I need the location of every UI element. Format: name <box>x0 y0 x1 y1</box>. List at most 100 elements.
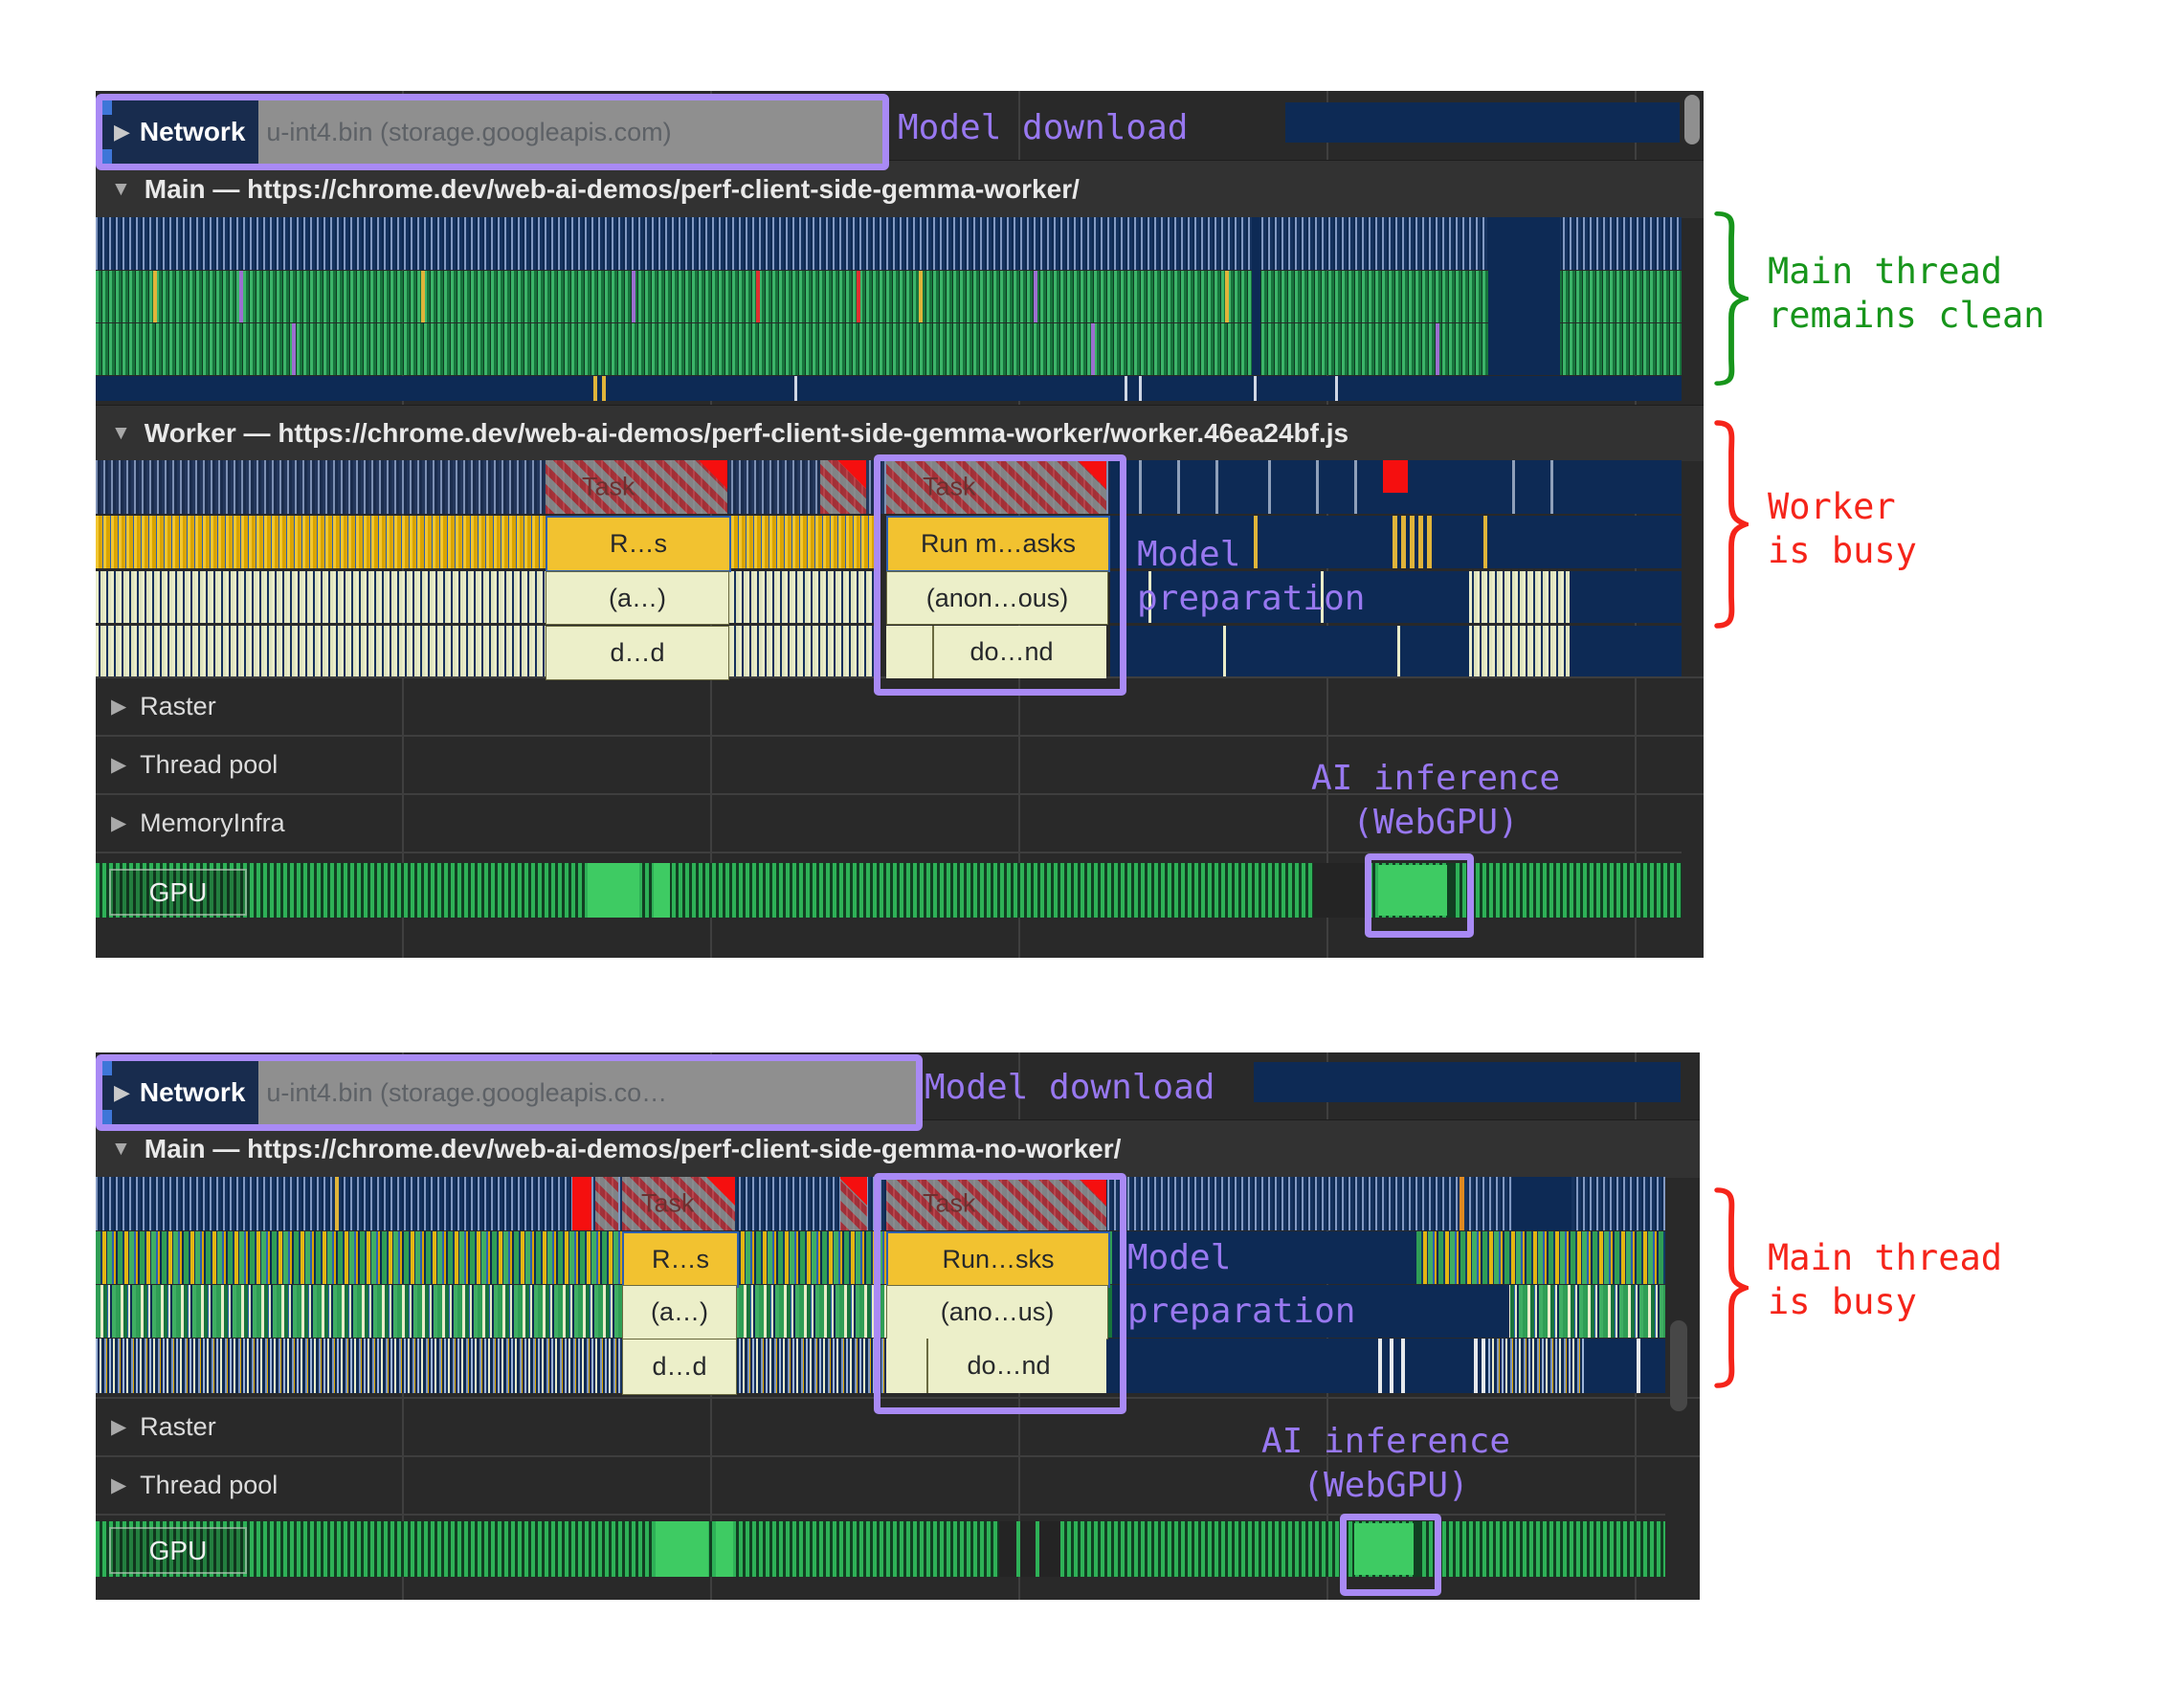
track-thread-pool[interactable]: ▶ Thread pool <box>96 1455 1700 1513</box>
task-entry[interactable]: R…s <box>622 1231 739 1288</box>
network-request-entry[interactable]: u-int4.bin (storage.googleapis.com) <box>266 117 672 146</box>
network-track-annotation-box[interactable]: ▶ Network u-int4.bin (storage.googleapis… <box>96 94 889 170</box>
idle-gap <box>1252 217 1260 375</box>
flame-row <box>96 1177 1665 1230</box>
network-request-entry[interactable]: u-int4.bin (storage.googleapis.co… <box>266 1077 668 1107</box>
model-preparation-annotation: preparation <box>1127 1292 1356 1331</box>
disclosure-triangle-icon[interactable]: ▶ <box>111 1415 127 1438</box>
gpu-busy-segment[interactable] <box>654 863 670 918</box>
vertical-scrollbar[interactable] <box>1670 1320 1687 1411</box>
gpu-busy-segment[interactable] <box>716 1521 733 1577</box>
task-entry[interactable]: do…nd <box>926 1339 1089 1393</box>
navigation-marker <box>102 1061 112 1075</box>
gpu-inference-segment[interactable] <box>1354 1523 1414 1575</box>
idle-gap <box>1488 217 1560 375</box>
red-brace <box>1714 420 1749 629</box>
task-entry[interactable]: (a…) <box>546 571 729 625</box>
gpu-busy-segment[interactable] <box>656 1521 708 1577</box>
track-gpu[interactable]: GPU <box>96 852 1682 938</box>
red-brace <box>1714 1187 1749 1388</box>
long-task-block[interactable]: Task <box>886 460 1106 514</box>
track-raster[interactable]: ▶ Raster <box>96 1397 1700 1454</box>
main-busy-annotation: is busy <box>1768 1281 1917 1322</box>
task-entry-strip[interactable]: do…nd <box>886 626 1106 678</box>
long-task-block[interactable] <box>820 460 866 514</box>
disclosure-triangle-icon[interactable]: ▶ <box>111 1473 127 1496</box>
main-thread-flamechart[interactable]: Task R…s (a…) d…d Task Run…sks (ano…us) … <box>96 1173 1665 1414</box>
gpu-busy-segment[interactable] <box>588 863 639 918</box>
gpu-track-label: GPU <box>109 869 247 916</box>
long-task-warning-icon <box>1078 1177 1106 1206</box>
track-thread-pool[interactable]: ▶ Thread pool <box>96 735 1704 792</box>
flame-row <box>96 271 1682 322</box>
main-busy-annotation: Main thread <box>1768 1237 2003 1278</box>
long-task-block[interactable]: Task <box>622 1177 735 1230</box>
long-task-block[interactable] <box>595 1177 618 1230</box>
disclosure-triangle-icon[interactable]: ▶ <box>111 811 127 834</box>
task-entry[interactable]: do…nd <box>932 626 1089 678</box>
task-highlight-box <box>874 1173 1126 1414</box>
track-memory-infra[interactable]: ▶ MemoryInfra <box>96 793 1704 851</box>
navigation-marker <box>102 100 112 115</box>
devtools-performance-panel-worker: ▶ Network u-int4.bin (storage.googleapis… <box>96 91 1704 958</box>
long-task-block[interactable]: Task <box>886 1177 1106 1230</box>
gpu-idle-gap <box>1313 863 1369 918</box>
worker-thread-flamechart[interactable]: Task R…s (a…) d…d Task Run m…asks (anon…… <box>96 454 1682 696</box>
long-task-block[interactable] <box>840 1177 867 1230</box>
flame-row <box>96 323 1682 375</box>
task-entry[interactable]: Run m…asks <box>886 516 1110 572</box>
gpu-activity-bar[interactable] <box>96 863 1682 918</box>
disclosure-triangle-icon[interactable]: ▼ <box>111 1138 131 1160</box>
long-task-block[interactable]: Task <box>546 460 727 514</box>
task-entry-strip[interactable]: do…nd <box>886 1339 1106 1393</box>
disclosure-triangle-icon[interactable]: ▶ <box>114 1080 130 1104</box>
ai-inference-annotation: AI inference <box>1260 1422 1511 1461</box>
task-entry[interactable]: (a…) <box>622 1285 737 1340</box>
main-thread-flamechart[interactable] <box>96 217 1682 401</box>
task-entry[interactable]: (anon…ous) <box>886 571 1108 625</box>
navigation-marker <box>102 1110 112 1124</box>
main-thread-header[interactable]: ▼ Main — https://chrome.dev/web-ai-demos… <box>96 160 1704 218</box>
gpu-track-label: GPU <box>109 1527 247 1574</box>
long-task-warning-icon <box>837 460 866 489</box>
disclosure-triangle-icon[interactable]: ▶ <box>111 695 127 718</box>
gpu-inference-highlight-box <box>1340 1514 1441 1596</box>
ai-inference-annotation: AI inference <box>1310 759 1561 798</box>
disclosure-triangle-icon[interactable]: ▼ <box>111 422 131 444</box>
model-preparation-annotation: Model <box>1137 535 1241 574</box>
disclosure-triangle-icon[interactable]: ▶ <box>114 120 130 144</box>
ai-inference-annotation: (WebGPU) <box>1303 1466 1469 1505</box>
network-track-label[interactable]: ▶ Network <box>102 100 259 164</box>
track-gpu[interactable]: GPU <box>96 1514 1665 1596</box>
flame-row <box>96 571 880 623</box>
model-preparation-annotation: Model <box>1127 1238 1232 1277</box>
disclosure-triangle-icon[interactable]: ▼ <box>111 178 131 200</box>
gpu-inference-segment[interactable] <box>1378 865 1447 916</box>
network-track-annotation-box[interactable]: ▶ Network u-int4.bin (storage.googleapis… <box>96 1054 923 1131</box>
network-track-title: Network <box>139 117 246 146</box>
gpu-idle-gap <box>999 1521 1060 1577</box>
flame-row <box>96 516 880 568</box>
worker-thread-header[interactable]: ▼ Worker — https://chrome.dev/web-ai-dem… <box>96 405 1704 461</box>
worker-thread-title: Worker — https://chrome.dev/web-ai-demos… <box>144 418 1349 448</box>
long-task-warning-icon <box>840 1177 867 1206</box>
task-entry[interactable]: (ano…us) <box>886 1285 1108 1340</box>
task-entry[interactable]: R…s <box>546 516 731 572</box>
disclosure-triangle-icon[interactable]: ▶ <box>111 753 127 776</box>
task-entry[interactable]: d…d <box>622 1339 737 1395</box>
ai-inference-annotation: (WebGPU) <box>1352 803 1519 842</box>
track-label: Raster <box>140 691 216 720</box>
flame-row <box>1110 516 1682 568</box>
network-track-label[interactable]: ▶ Network <box>102 1061 259 1124</box>
long-task-marker <box>572 1177 591 1230</box>
flame-row <box>96 1285 1665 1338</box>
long-task-warning-icon <box>706 1177 735 1206</box>
task-entry[interactable]: d…d <box>546 626 729 680</box>
gpu-activity-bar[interactable] <box>96 1521 1665 1577</box>
main-thread-title: Main — https://chrome.dev/web-ai-demos/p… <box>144 1134 1122 1163</box>
worker-busy-annotation: is busy <box>1768 530 1917 571</box>
model-download-annotation: Model download <box>898 108 1189 147</box>
vertical-scrollbar[interactable] <box>1684 95 1700 144</box>
track-label: Raster <box>140 1411 216 1441</box>
network-activity-bar <box>1254 1062 1681 1102</box>
